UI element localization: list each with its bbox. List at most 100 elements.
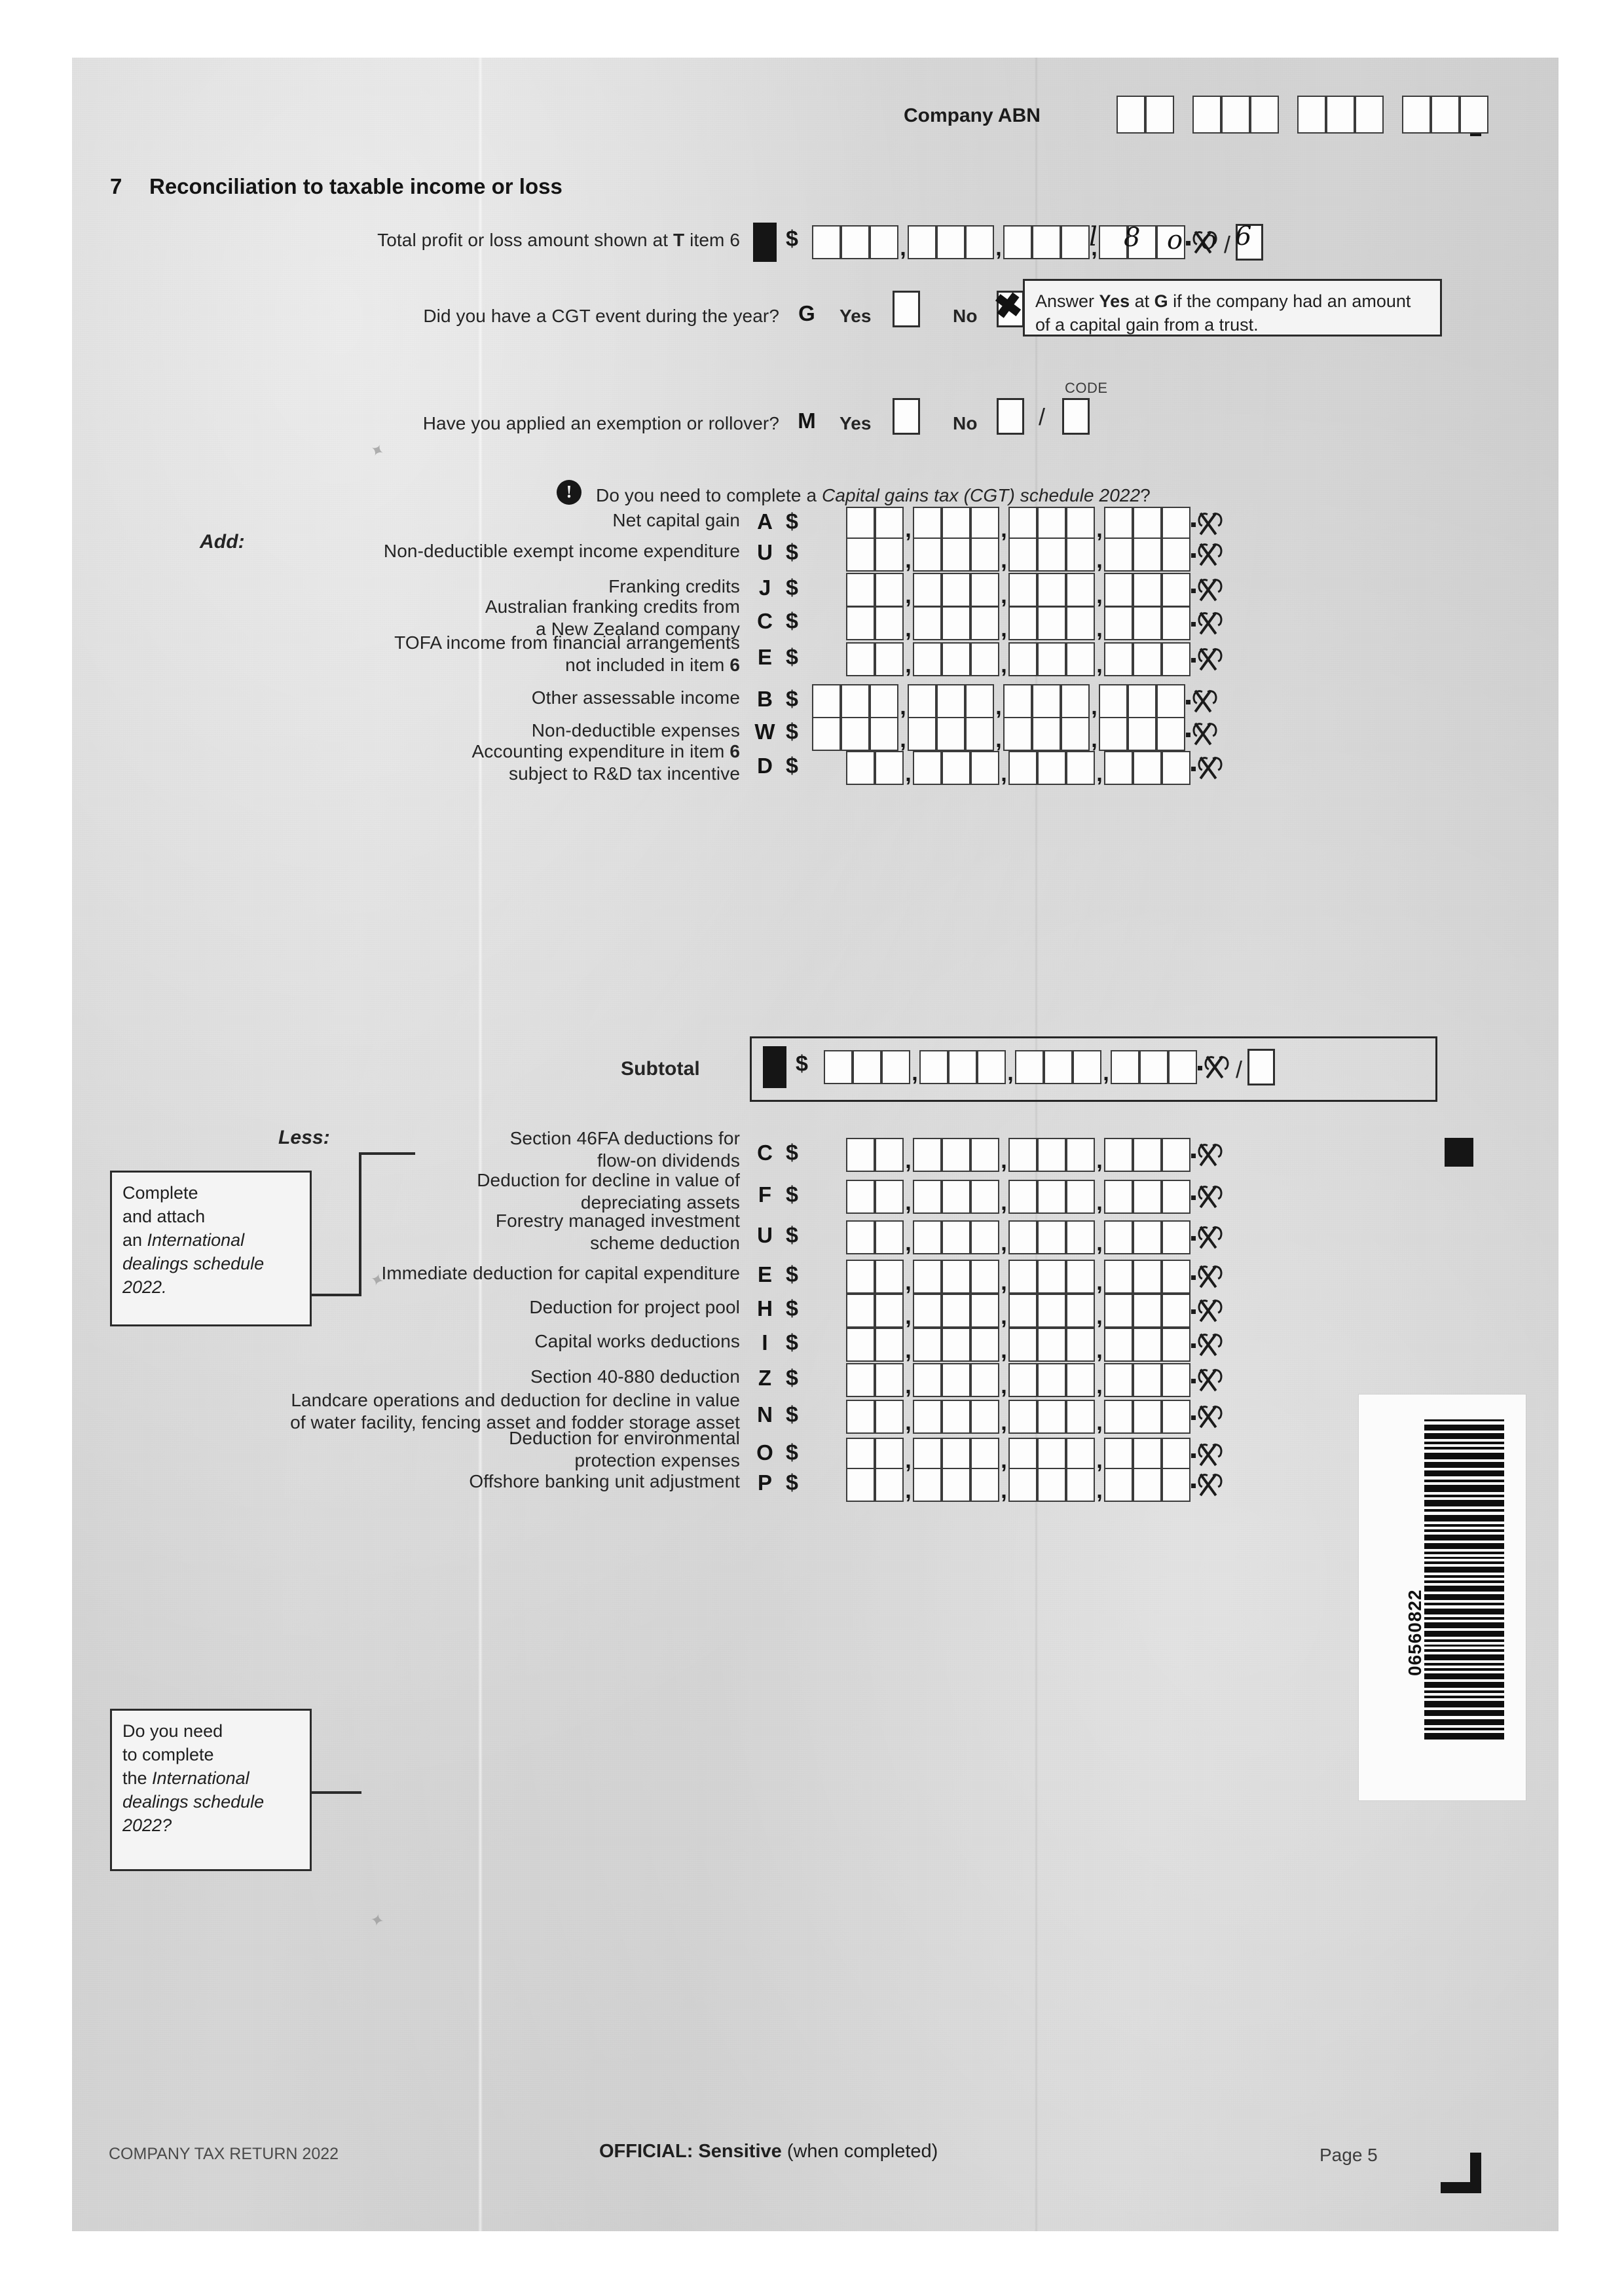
digit-box[interactable] bbox=[1037, 1294, 1066, 1328]
digit-box[interactable] bbox=[1133, 1138, 1162, 1172]
digit-box[interactable] bbox=[875, 1468, 904, 1502]
digit-box[interactable] bbox=[1104, 1363, 1133, 1397]
digit-box[interactable] bbox=[1037, 1138, 1066, 1172]
abn-digit-box[interactable] bbox=[1355, 96, 1384, 134]
digit-box[interactable] bbox=[1162, 1220, 1190, 1254]
digit-box[interactable] bbox=[1066, 1363, 1095, 1397]
digit-box[interactable] bbox=[1044, 1050, 1073, 1084]
less-row-money-input[interactable]: ,,, bbox=[846, 1180, 1225, 1215]
digit-box[interactable] bbox=[1008, 1260, 1037, 1294]
digit-box[interactable] bbox=[942, 1328, 970, 1362]
digit-box[interactable] bbox=[1008, 751, 1037, 785]
digit-box[interactable] bbox=[1162, 573, 1190, 607]
digit-box[interactable] bbox=[812, 684, 841, 718]
digit-box[interactable] bbox=[875, 507, 904, 541]
code-box[interactable] bbox=[1236, 224, 1264, 261]
less-row-money-input[interactable]: ,,, bbox=[846, 1438, 1225, 1473]
digit-box[interactable] bbox=[1162, 1328, 1190, 1362]
digit-box[interactable] bbox=[875, 1328, 904, 1362]
digit-box[interactable] bbox=[1066, 1138, 1095, 1172]
digit-box[interactable] bbox=[1133, 606, 1162, 640]
digit-box[interactable] bbox=[1037, 1260, 1066, 1294]
digit-box[interactable] bbox=[913, 751, 942, 785]
digit-box[interactable] bbox=[1133, 1180, 1162, 1214]
digit-box[interactable] bbox=[1104, 751, 1133, 785]
digit-box[interactable] bbox=[1128, 225, 1156, 259]
digit-box[interactable] bbox=[948, 1050, 977, 1084]
less-row-money-input[interactable]: ,,, bbox=[846, 1260, 1225, 1295]
digit-box[interactable] bbox=[1066, 573, 1095, 607]
digit-box[interactable] bbox=[970, 1260, 999, 1294]
digit-box[interactable] bbox=[824, 1050, 853, 1084]
digit-box[interactable] bbox=[1162, 1294, 1190, 1328]
digit-box[interactable] bbox=[846, 1400, 875, 1434]
digit-box[interactable] bbox=[1008, 1328, 1037, 1362]
digit-box[interactable] bbox=[1133, 573, 1162, 607]
exemption-yes-checkbox[interactable] bbox=[893, 398, 920, 435]
abn-digit-box[interactable] bbox=[1297, 96, 1326, 134]
digit-box[interactable] bbox=[1139, 1050, 1168, 1084]
digit-box[interactable] bbox=[942, 1294, 970, 1328]
digit-box[interactable] bbox=[841, 225, 870, 259]
digit-box[interactable] bbox=[1133, 1400, 1162, 1434]
digit-box[interactable] bbox=[846, 538, 875, 572]
add-row-money-input[interactable]: ,,, bbox=[846, 751, 1225, 786]
digit-box[interactable] bbox=[908, 225, 936, 259]
digit-box[interactable] bbox=[1133, 1260, 1162, 1294]
digit-box[interactable] bbox=[942, 1468, 970, 1502]
add-row-money-input[interactable]: ,,, bbox=[846, 606, 1225, 642]
abn-digit-box[interactable] bbox=[1116, 96, 1145, 134]
digit-box[interactable] bbox=[970, 1468, 999, 1502]
digit-box[interactable] bbox=[913, 1328, 942, 1362]
digit-box[interactable] bbox=[913, 1294, 942, 1328]
digit-box[interactable] bbox=[942, 1400, 970, 1434]
digit-box[interactable] bbox=[913, 1220, 942, 1254]
less-row-money-input[interactable]: ,,, bbox=[846, 1468, 1225, 1503]
digit-box[interactable] bbox=[942, 1438, 970, 1472]
digit-box[interactable] bbox=[841, 684, 870, 718]
digit-box[interactable] bbox=[1162, 538, 1190, 572]
subtotal-input[interactable]: ,,, / bbox=[824, 1049, 1276, 1085]
digit-box[interactable] bbox=[1104, 1294, 1133, 1328]
digit-box[interactable] bbox=[913, 642, 942, 676]
digit-box[interactable] bbox=[1003, 717, 1032, 751]
abn-digit-box[interactable] bbox=[1431, 96, 1460, 134]
total-profit-input[interactable]: ,,, / bbox=[812, 224, 1264, 261]
digit-box[interactable] bbox=[913, 1138, 942, 1172]
digit-box[interactable] bbox=[1104, 1400, 1133, 1434]
digit-box[interactable] bbox=[1104, 606, 1133, 640]
digit-box[interactable] bbox=[1015, 1050, 1044, 1084]
digit-box[interactable] bbox=[875, 1438, 904, 1472]
digit-box[interactable] bbox=[970, 1363, 999, 1397]
digit-box[interactable] bbox=[1133, 1328, 1162, 1362]
digit-box[interactable] bbox=[1008, 1294, 1037, 1328]
digit-box[interactable] bbox=[875, 751, 904, 785]
exemption-code-box[interactable] bbox=[1062, 398, 1090, 435]
digit-box[interactable] bbox=[1066, 1400, 1095, 1434]
digit-box[interactable] bbox=[942, 751, 970, 785]
digit-box[interactable] bbox=[970, 1294, 999, 1328]
digit-box[interactable] bbox=[1133, 1294, 1162, 1328]
digit-box[interactable] bbox=[942, 573, 970, 607]
digit-box[interactable] bbox=[875, 1138, 904, 1172]
digit-box[interactable] bbox=[970, 1220, 999, 1254]
digit-box[interactable] bbox=[913, 1363, 942, 1397]
digit-box[interactable] bbox=[875, 1260, 904, 1294]
digit-box[interactable] bbox=[970, 1438, 999, 1472]
digit-box[interactable] bbox=[1099, 717, 1128, 751]
digit-box[interactable] bbox=[1037, 1400, 1066, 1434]
digit-box[interactable] bbox=[913, 507, 942, 541]
abn-digit-box[interactable] bbox=[1402, 96, 1431, 134]
digit-box[interactable] bbox=[1037, 642, 1066, 676]
digit-box[interactable] bbox=[970, 1400, 999, 1434]
digit-box[interactable] bbox=[1066, 507, 1095, 541]
digit-box[interactable] bbox=[1008, 1180, 1037, 1214]
digit-box[interactable] bbox=[1037, 507, 1066, 541]
digit-box[interactable] bbox=[1133, 1468, 1162, 1502]
digit-box[interactable] bbox=[1066, 642, 1095, 676]
digit-box[interactable] bbox=[913, 573, 942, 607]
digit-box[interactable] bbox=[1133, 642, 1162, 676]
digit-box[interactable] bbox=[1099, 684, 1128, 718]
digit-box[interactable] bbox=[1037, 1328, 1066, 1362]
digit-box[interactable] bbox=[970, 1180, 999, 1214]
